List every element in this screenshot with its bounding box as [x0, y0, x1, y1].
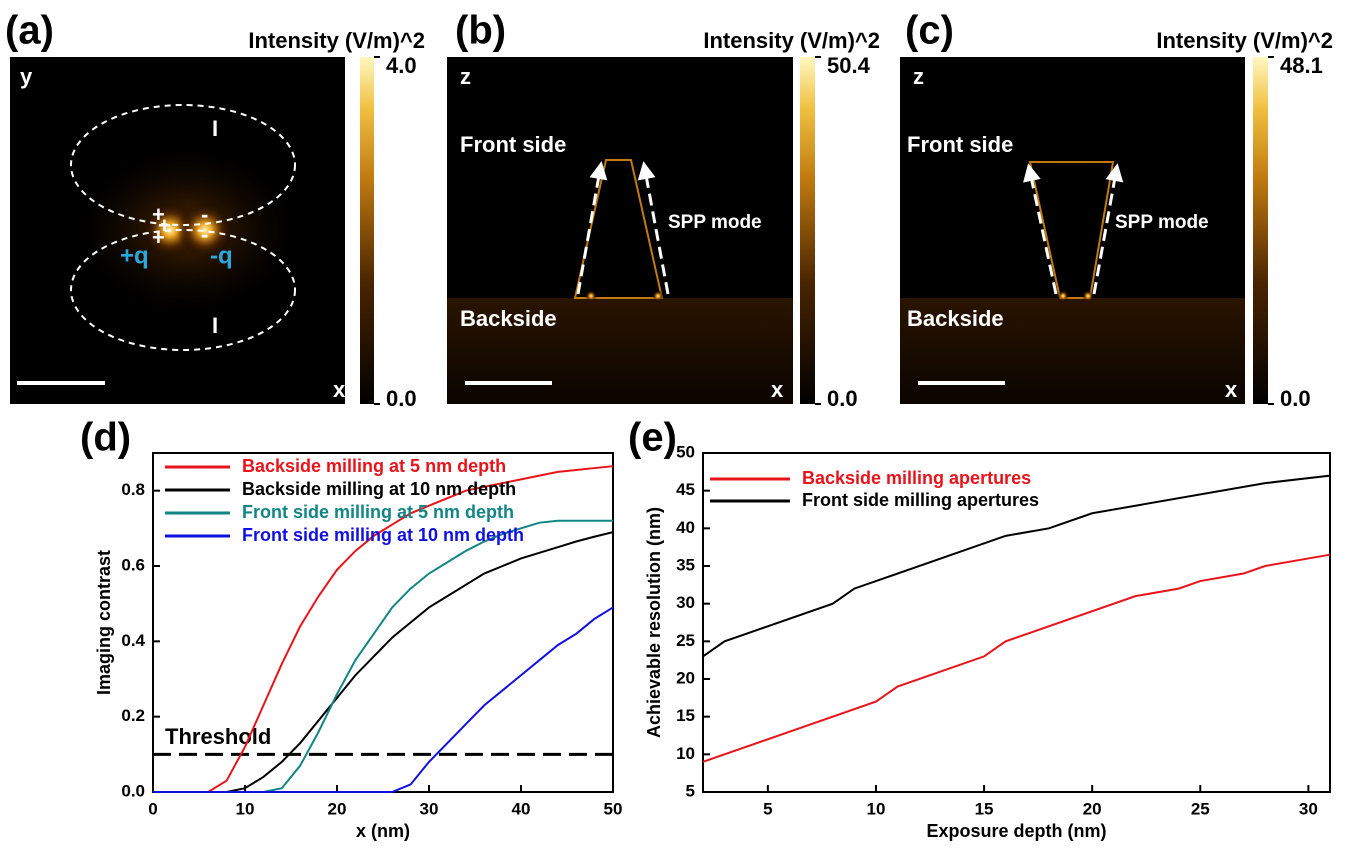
y-tick-label: 0.0 — [121, 781, 145, 800]
field-line — [70, 229, 296, 351]
legend-label: Backside milling at 10 nm depth — [242, 479, 516, 499]
series-line — [702, 474, 1331, 658]
y-axis-label: Imaging contrast — [94, 550, 114, 695]
region-label: Backside — [907, 306, 1004, 331]
y-tick-label: 45 — [676, 480, 695, 499]
spp-arrow — [1023, 163, 1058, 295]
spp-arrow — [1092, 163, 1124, 295]
x-tick-label: 20 — [328, 799, 347, 818]
mode-label: SPP mode — [1115, 212, 1209, 233]
hotspot — [1057, 290, 1069, 302]
legend-label: Front side milling at 10 nm depth — [242, 525, 524, 545]
panel-label: (a) — [5, 9, 54, 53]
x-tick-label: 30 — [420, 799, 439, 818]
hotspot — [1082, 290, 1094, 302]
colorbar-tick-label: 0.0 — [386, 386, 417, 411]
colorbar-title: Intensity (V/m)^2 — [703, 28, 880, 53]
threshold-label: Threshold — [165, 724, 271, 749]
panel-c: (c) Intensity (V/m)^2 z x Front side Bac… — [900, 9, 1333, 404]
y-tick-label: 50 — [676, 442, 695, 461]
axis-label: x — [333, 377, 346, 402]
y-tick-label: 20 — [676, 668, 695, 687]
x-tick-label: 0 — [148, 799, 157, 818]
y-tick-label: 35 — [676, 555, 695, 574]
panel-b: (b) Intensity (V/m)^2 z x Front side Bac… — [447, 9, 880, 404]
colorbar-tick-label: 48.1 — [1280, 53, 1323, 78]
y-tick-label: 0.8 — [121, 480, 145, 499]
panel-label: (c) — [905, 9, 954, 53]
x-tick-label: 10 — [236, 799, 255, 818]
plot-frame — [702, 452, 1331, 793]
colorbar-title: Intensity (V/m)^2 — [1156, 28, 1333, 53]
charge-label: +q — [120, 242, 149, 269]
y-tick-label: 0.6 — [121, 555, 145, 574]
charge-sign: + — [158, 213, 171, 238]
y-axis-label: Achievable resolution (nm) — [644, 507, 664, 738]
colorbar-tick-label: 4.0 — [386, 53, 417, 78]
charge-sign: + — [152, 225, 165, 250]
field-line — [70, 104, 296, 226]
colorbar-tick-label: 50.4 — [827, 53, 871, 78]
current-label: I — [212, 116, 218, 141]
region-label: Front side — [907, 132, 1013, 157]
x-tick-label: 50 — [604, 799, 623, 818]
charge-sign: - — [201, 202, 208, 227]
region-label: Front side — [460, 132, 566, 157]
x-tick-label: 10 — [867, 799, 886, 818]
series-line — [153, 465, 614, 793]
x-tick-label: 25 — [1191, 799, 1210, 818]
y-tick-label: 5 — [686, 781, 695, 800]
x-tick-label: 5 — [763, 799, 772, 818]
colorbar — [1253, 57, 1268, 404]
x-tick-label: 15 — [975, 799, 994, 818]
hotspot — [585, 290, 597, 302]
substrate — [900, 298, 1245, 404]
panel-label: (e) — [628, 416, 677, 460]
mode-label: SPP mode — [668, 212, 762, 233]
axis-label: z — [460, 64, 471, 89]
legend-label: Backside milling at 5 nm depth — [242, 456, 506, 476]
x-axis-label: x (nm) — [356, 821, 410, 841]
hotspot — [652, 290, 664, 302]
series-line — [153, 606, 614, 793]
axis-label: z — [913, 64, 924, 89]
colorbar-tick-label: 0.0 — [1280, 386, 1311, 411]
series-line — [702, 553, 1331, 763]
region-label: Backside — [460, 306, 557, 331]
colorbar — [360, 57, 374, 404]
y-tick-label: 40 — [676, 518, 695, 537]
panel-label: (b) — [455, 9, 506, 53]
y-tick-label: 0.2 — [121, 706, 145, 725]
axis-label: y — [20, 64, 33, 89]
axis-label: x — [771, 377, 784, 402]
current-label: I — [212, 313, 218, 338]
glow — [177, 202, 233, 258]
y-tick-label: 30 — [676, 593, 695, 612]
y-tick-label: 10 — [676, 744, 695, 763]
y-tick-label: 0.4 — [121, 631, 145, 650]
panel-label: (d) — [80, 416, 131, 460]
charge-sign: - — [201, 222, 208, 247]
panel-a: (a) Intensity (V/m)^2 y x +q -q I I + + … — [5, 9, 425, 404]
colorbar — [800, 57, 815, 404]
charge-label: -q — [210, 242, 233, 269]
x-tick-label: 30 — [1299, 799, 1318, 818]
legend-label: Front side milling at 5 nm depth — [242, 502, 514, 522]
x-axis-label: Exposure depth (nm) — [926, 821, 1106, 841]
charge-sign: + — [152, 202, 165, 227]
colorbar-title: Intensity (V/m)^2 — [248, 28, 425, 53]
x-tick-label: 40 — [512, 799, 531, 818]
colorbar-tick-label: 0.0 — [827, 386, 858, 411]
y-tick-label: 25 — [676, 631, 695, 650]
substrate — [447, 298, 793, 404]
axis-label: x — [1225, 377, 1238, 402]
spp-arrow — [576, 161, 608, 295]
spp-arrow — [637, 161, 670, 295]
x-tick-label: 20 — [1083, 799, 1102, 818]
legend-label: Backside milling apertures — [802, 468, 1031, 488]
y-tick-label: 15 — [676, 706, 695, 725]
legend-label: Front side milling apertures — [802, 490, 1039, 510]
